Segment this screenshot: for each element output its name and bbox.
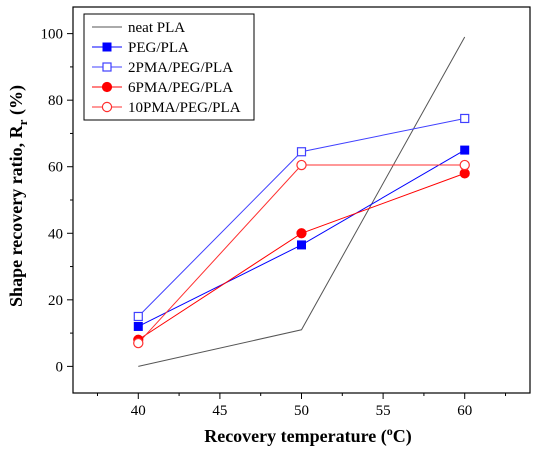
legend-label-2: 2PMA/PEG/PLA: [128, 60, 233, 76]
x-tick-label-45: 45: [212, 403, 227, 419]
y-tick-label-20: 20: [48, 293, 63, 309]
y-axis-title: Shape recovery ratio, Rr (%): [6, 85, 30, 307]
data-point-s1-1: [297, 240, 306, 250]
data-point-s4-0: [133, 337, 144, 349]
legend-marker-4: [101, 101, 113, 113]
x-axis-title: Recovery temperature (oC): [204, 424, 412, 447]
data-point-s1-2: [460, 145, 470, 155]
legend-marker-2: [102, 62, 112, 72]
data-point-s3-1: [296, 228, 307, 239]
y-tick-label-0: 0: [56, 359, 64, 375]
series-line-0: [138, 36, 466, 367]
legend-label-0: neat PLA: [128, 20, 185, 36]
data-point-s1-0: [133, 321, 143, 331]
series-line-3: [138, 172, 465, 341]
legend-marker-1: [102, 42, 112, 52]
data-point-s2-0: [133, 311, 143, 322]
legend-marker-3: [101, 81, 113, 93]
data-point-s2-1: [296, 147, 307, 157]
x-tick-label-60: 60: [457, 403, 472, 419]
data-point-s4-1: [296, 159, 307, 171]
data-point-s2-2: [460, 113, 470, 124]
legend-label-3: 6PMA/PEG/PLA: [128, 80, 233, 96]
y-tick-label-100: 100: [41, 27, 64, 43]
data-point-s4-2: [459, 159, 470, 171]
y-tick-label-40: 40: [48, 226, 63, 242]
x-tick-label-40: 40: [131, 403, 146, 419]
legend-label-1: PEG/PLA: [128, 40, 189, 56]
y-tick-label-60: 60: [48, 160, 63, 176]
x-tick-label-50: 50: [294, 403, 309, 419]
x-tick-label-55: 55: [376, 403, 391, 419]
legend-label-4: 10PMA/PEG/PLA: [128, 100, 241, 116]
y-tick-label-80: 80: [48, 93, 63, 109]
